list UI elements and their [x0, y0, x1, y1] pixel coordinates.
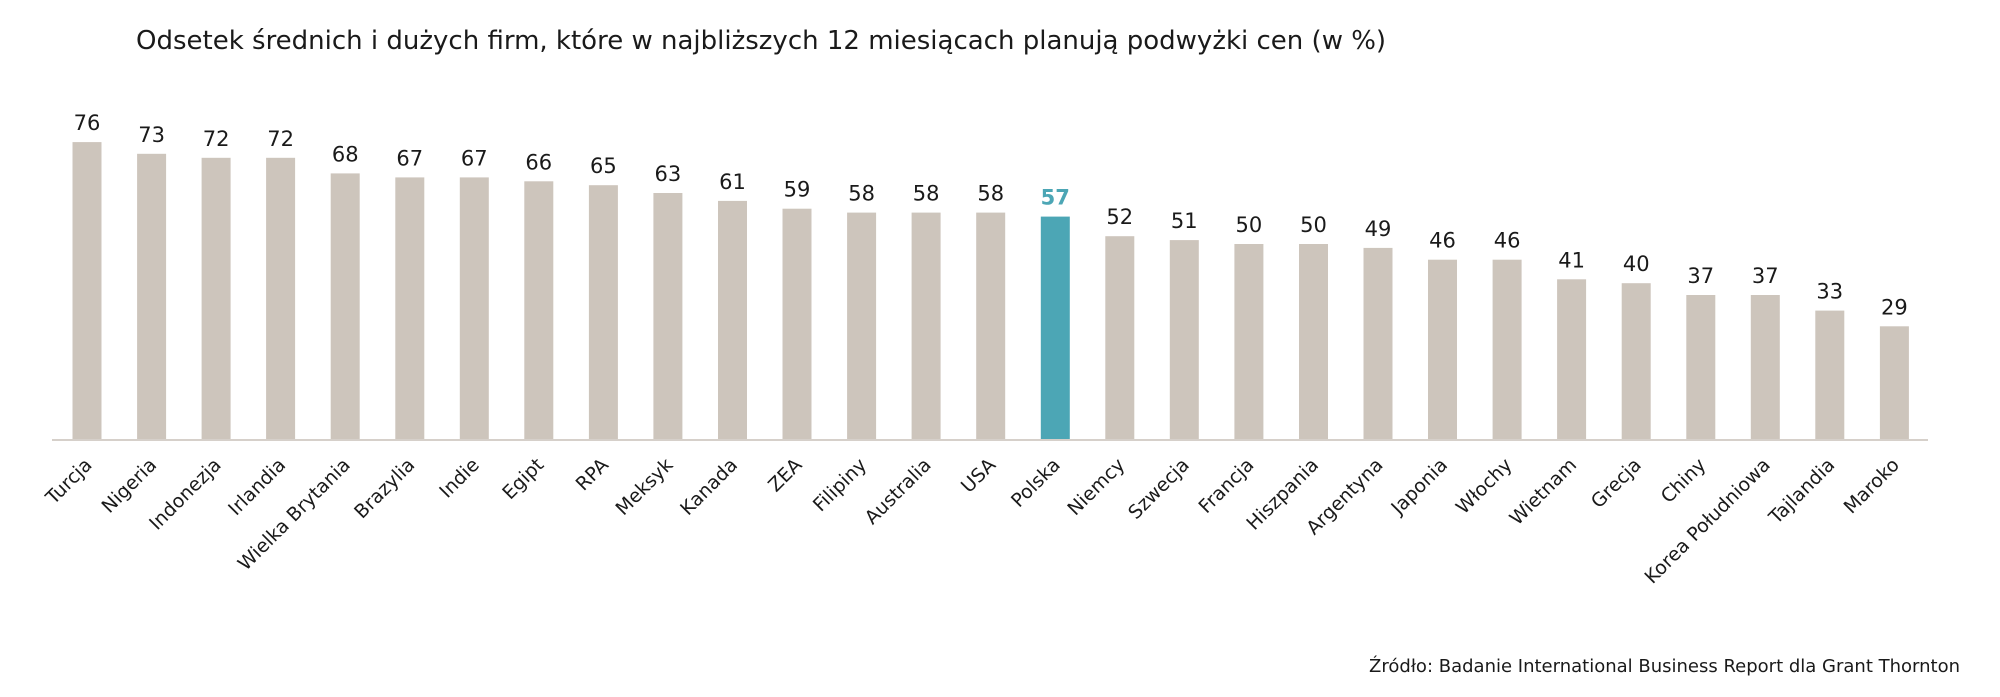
category-label: Turcja: [41, 454, 97, 510]
value-label: 68: [332, 142, 359, 166]
bar-australia: [911, 212, 941, 440]
value-label: 63: [655, 162, 682, 186]
value-label: 61: [719, 170, 746, 194]
category-label: Maroko: [1840, 454, 1904, 518]
value-label: 51: [1171, 209, 1198, 233]
value-label: 57: [1041, 186, 1070, 210]
category-label: Korea Południowa: [1641, 454, 1775, 588]
category-label: Meksyk: [612, 454, 678, 520]
category-label: Szwecja: [1124, 454, 1194, 524]
bar-wietnam: [1557, 279, 1587, 440]
category-label: Wielka Brytania: [234, 454, 355, 575]
bar-zea: [782, 208, 812, 440]
bar-francja: [1234, 244, 1264, 440]
bar-niemcy: [1105, 236, 1135, 440]
bar-turcja: [72, 142, 102, 440]
bar-irlandia: [266, 157, 296, 441]
value-label: 46: [1494, 229, 1521, 253]
bar-rpa: [588, 185, 618, 440]
value-label: 76: [74, 111, 101, 135]
source-note: Źródło: Badanie International Business R…: [1369, 656, 1960, 677]
category-label: Nigeria: [98, 454, 162, 518]
bar-meksyk: [653, 193, 683, 440]
value-labels-layer: 76 73 72 72 68 67 67 66 65 63 61 59 58 58 58 57 52 51 50 50…: [74, 111, 1908, 319]
category-label: Tajlandia: [1764, 454, 1839, 529]
value-label: 73: [138, 123, 165, 147]
bar-egipt: [524, 181, 554, 441]
bar-indonezja: [201, 157, 231, 441]
bar-usa: [976, 212, 1006, 440]
bar-japonia: [1428, 259, 1457, 440]
value-label: 46: [1429, 229, 1456, 253]
category-label: Grecja: [1587, 454, 1646, 513]
value-label: 58: [913, 182, 940, 206]
bar-argentyna: [1363, 247, 1393, 440]
category-label: Polska: [1007, 454, 1065, 512]
value-label: 33: [1816, 280, 1843, 304]
category-label: Irlandia: [224, 454, 290, 520]
value-label: 40: [1623, 252, 1650, 276]
value-label: 59: [784, 178, 811, 202]
category-label: Japonia: [1386, 454, 1452, 520]
bar-kanada: [718, 200, 747, 440]
bar-indie: [459, 177, 489, 440]
category-label: Filipiny: [809, 454, 871, 516]
value-label: 29: [1881, 295, 1908, 319]
bar-korea-południowa: [1750, 295, 1780, 440]
value-label: 72: [203, 127, 230, 151]
value-label: 50: [1300, 213, 1327, 237]
value-label: 41: [1558, 248, 1585, 272]
category-label: Francja: [1194, 454, 1258, 518]
value-label: 37: [1687, 264, 1714, 288]
bar-chiny: [1686, 295, 1716, 440]
category-label: Australia: [861, 454, 936, 529]
bar-hiszpania: [1299, 244, 1328, 440]
category-label: Egipt: [498, 454, 548, 504]
value-label: 58: [977, 182, 1004, 206]
value-label: 49: [1365, 217, 1392, 241]
bar-grecja: [1621, 283, 1651, 440]
bar-polska: [1040, 216, 1070, 440]
value-label: 67: [461, 146, 488, 170]
value-label: 65: [590, 154, 617, 178]
category-label: USA: [957, 454, 1000, 497]
chart-title: Odsetek średnich i dużych firm, które w …: [136, 26, 1387, 56]
bar-wielka-brytania: [330, 173, 360, 440]
category-label: Wietnam: [1505, 454, 1581, 530]
value-label: 66: [525, 150, 552, 174]
value-label: 52: [1106, 205, 1133, 229]
category-label: Kanada: [676, 454, 742, 520]
category-label: Brazylia: [350, 454, 419, 523]
category-label: RPA: [572, 454, 613, 495]
category-label: ZEA: [764, 454, 806, 496]
bar-nigeria: [137, 153, 167, 441]
value-label: 50: [1236, 213, 1263, 237]
category-label: Niemcy: [1063, 454, 1129, 520]
bar-włochy: [1492, 259, 1522, 440]
value-label: 58: [848, 182, 875, 206]
value-label: 72: [267, 127, 294, 151]
bar-brazylia: [395, 177, 425, 440]
bar-szwecja: [1169, 240, 1199, 440]
value-label: 67: [396, 146, 423, 170]
bar-tajlandia: [1815, 310, 1845, 440]
value-label: 37: [1752, 264, 1779, 288]
category-label: Chiny: [1657, 454, 1711, 508]
bar-maroko: [1879, 326, 1909, 440]
bars-layer: [72, 142, 1909, 441]
category-label: Indie: [435, 454, 484, 503]
bar-filipiny: [847, 212, 877, 440]
category-label: Włochy: [1452, 454, 1517, 519]
